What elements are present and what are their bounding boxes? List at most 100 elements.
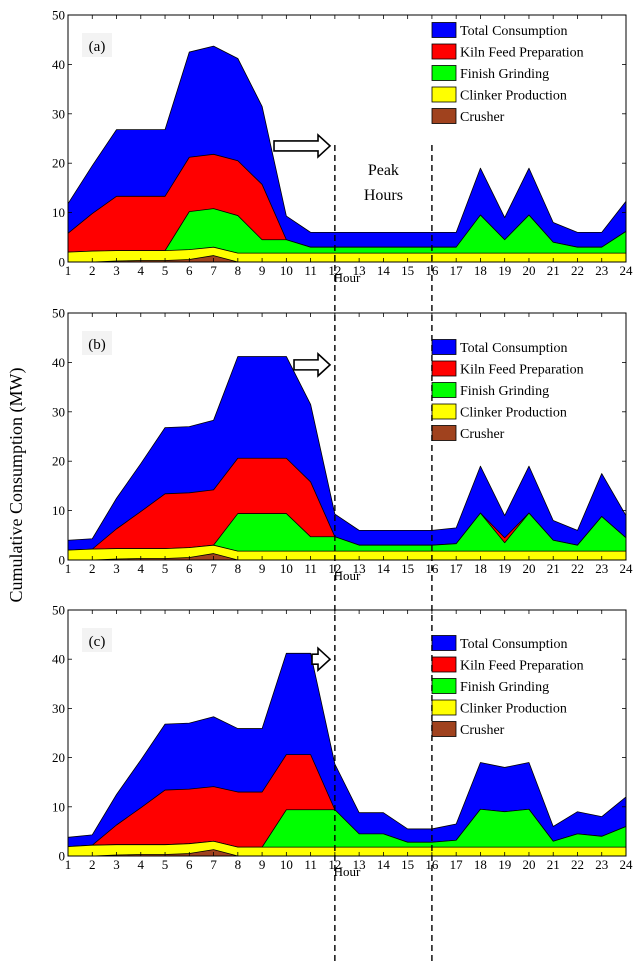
x-tick-label: 15 <box>401 857 414 872</box>
x-tick-label: 19 <box>498 263 511 278</box>
panel-label-bg <box>82 628 112 652</box>
legend-entry-finish-grinding: Finish Grinding <box>460 680 549 695</box>
y-tick-label: 30 <box>52 404 65 419</box>
legend-swatch-kiln-feed-preparation <box>431 43 457 60</box>
legend-entry-clinker-production: Clinker Production <box>460 89 567 104</box>
legend-entry-kiln-feed-preparation: Kiln Feed Preparation <box>460 46 584 61</box>
x-axis-label: Hour <box>334 568 361 583</box>
x-tick-label: 20 <box>522 263 535 278</box>
x-tick-label: 23 <box>595 263 608 278</box>
x-tick-label: 21 <box>547 857 560 872</box>
x-tick-label: 9 <box>259 857 266 872</box>
legend-swatch-crusher <box>431 721 457 737</box>
legend: Total Consumption Kiln Feed Preparation Fi… <box>431 339 584 442</box>
x-tick-label: 18 <box>474 263 487 278</box>
x-tick-label: 20 <box>522 857 535 872</box>
y-tick-label: 10 <box>52 205 65 220</box>
x-tick-label: 13 <box>353 561 366 576</box>
x-tick-label: 3 <box>113 561 120 576</box>
x-tick-label: 1 <box>65 561 72 576</box>
x-tick-label: 19 <box>498 561 511 576</box>
legend-swatch-total-consumption <box>431 635 457 651</box>
peak-arrow <box>311 646 332 673</box>
legend: Total Consumption Kiln Feed Preparation Fi… <box>431 22 584 125</box>
legend-swatch-total-consumption <box>431 22 457 38</box>
y-tick-label: 20 <box>52 454 65 469</box>
legend-swatch-clinker-production <box>431 86 457 103</box>
y-tick-label: 40 <box>52 57 65 72</box>
x-tick-label: 1 <box>65 857 72 872</box>
x-tick-label: 3 <box>113 857 120 872</box>
legend-swatch-clinker-production <box>431 699 457 716</box>
x-tick-label: 1 <box>65 263 72 278</box>
legend-swatch-finish-grinding <box>431 382 457 398</box>
y-tick-label: 50 <box>52 306 65 321</box>
legend-swatch-kiln-feed-preparation <box>431 360 457 377</box>
legend-swatch-total-consumption <box>431 339 457 355</box>
x-tick-label: 11 <box>304 857 317 872</box>
x-tick-label: 5 <box>162 263 169 278</box>
panel-label: (c) <box>89 634 106 650</box>
panel-label-bg <box>82 33 112 57</box>
y-tick-label: 10 <box>52 799 65 814</box>
legend-entry-finish-grinding: Finish Grinding <box>460 67 549 82</box>
x-tick-label: 8 <box>235 263 242 278</box>
x-tick-label: 11 <box>304 263 317 278</box>
legend-entry-crusher: Crusher <box>460 110 505 125</box>
panel-b: 1 2 3 4 5 6 7 8 9 10 11 12 13 14 15 16 17 18 19 20 21 22 23 240… <box>52 306 633 584</box>
x-tick-label: 6 <box>186 263 193 278</box>
legend-entry-total-consumption: Total Consumption <box>460 341 568 356</box>
axes-frame <box>67 609 627 857</box>
y-tick-label: 50 <box>52 8 65 23</box>
x-tick-label: 4 <box>138 561 145 576</box>
x-tick-label: 10 <box>280 263 293 278</box>
legend-swatch-clinker-production <box>431 403 457 420</box>
x-tick-label: 23 <box>595 857 608 872</box>
y-tick-label: 50 <box>52 603 65 618</box>
x-tick-label: 14 <box>377 857 391 872</box>
x-tick-label: 7 <box>210 857 217 872</box>
x-tick-label: 13 <box>353 857 366 872</box>
x-tick-label: 19 <box>498 857 511 872</box>
x-axis-label: Hour <box>334 864 361 879</box>
x-tick-label: 14 <box>377 561 391 576</box>
y-tick-label: 20 <box>52 750 65 765</box>
panel-a: 1 2 3 4 5 6 7 8 9 10 11 12 13 14 15 16 17 18 19 20 21 22 23 240… <box>52 8 633 286</box>
legend-entry-kiln-feed-preparation: Kiln Feed Preparation <box>460 363 584 378</box>
legend-entry-finish-grinding: Finish Grinding <box>460 384 549 399</box>
y-tick-label: 30 <box>52 106 65 121</box>
x-tick-label: 20 <box>522 561 535 576</box>
x-tick-label: 23 <box>595 561 608 576</box>
x-tick-label: 24 <box>620 561 634 576</box>
y-tick-label: 40 <box>52 355 65 370</box>
x-tick-label: 15 <box>401 561 414 576</box>
peak-arrow <box>293 352 332 378</box>
panel-label: (b) <box>88 337 106 353</box>
panel-label: (a) <box>89 39 106 55</box>
x-tick-label: 5 <box>162 857 169 872</box>
x-tick-label: 22 <box>571 857 584 872</box>
legend-swatch-finish-grinding <box>431 678 457 694</box>
x-tick-label: 2 <box>89 263 96 278</box>
legend-entry-clinker-production: Clinker Production <box>460 406 567 421</box>
x-tick-label: 10 <box>280 857 293 872</box>
x-tick-label: 17 <box>450 857 464 872</box>
legend-entry-total-consumption: Total Consumption <box>460 24 568 39</box>
legend-entry-crusher: Crusher <box>460 723 505 738</box>
x-tick-label: 21 <box>547 263 560 278</box>
panel-c: 1 2 3 4 5 6 7 8 9 10 11 12 13 14 15 16 17 18 19 20 21 22 23 240… <box>52 603 633 880</box>
y-tick-label: 40 <box>52 652 65 667</box>
legend-entry-kiln-feed-preparation: Kiln Feed Preparation <box>460 659 584 674</box>
peak-arrow <box>273 133 332 159</box>
x-tick-label: 14 <box>377 263 391 278</box>
x-tick-label: 16 <box>425 857 439 872</box>
x-tick-label: 21 <box>547 561 560 576</box>
x-tick-label: 17 <box>450 561 464 576</box>
x-tick-label: 9 <box>259 561 266 576</box>
legend-swatch-crusher <box>431 425 457 441</box>
x-tick-label: 18 <box>474 857 487 872</box>
legend-entry-crusher: Crusher <box>460 427 505 442</box>
x-tick-label: 17 <box>450 263 464 278</box>
legend-swatch-crusher <box>431 108 457 124</box>
x-tick-label: 7 <box>210 561 217 576</box>
